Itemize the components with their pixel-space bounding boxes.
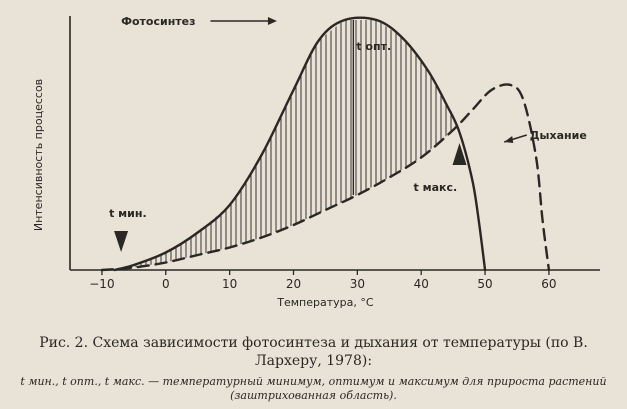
photosynthesis-arrowhead [267, 17, 277, 25]
x-tick-label: 20 [286, 277, 301, 291]
x-tick-label: −10 [89, 277, 114, 291]
respiration-arrowhead [504, 136, 514, 143]
respiration-label: Дыхание [530, 129, 587, 142]
x-tick-label: 40 [414, 277, 429, 291]
figure-caption-note: t мин., t опт., t макс. — температурный … [20, 375, 607, 402]
x-tick-label: 30 [350, 277, 365, 291]
t-max-label: t макс. [414, 181, 458, 194]
respiration-curve [100, 83, 551, 272]
hatched-area [121, 20, 460, 269]
photosynthesis-curve [113, 16, 487, 272]
t-max-arrow [452, 143, 467, 165]
t-min-label: t мин. [109, 207, 147, 220]
y-axis-title: Интенсивность процессов [32, 79, 45, 231]
t-min-arrow [114, 231, 129, 252]
chart: Интенсивность процессов Температура, °С −… [32, 15, 600, 309]
x-tick-label: 0 [162, 277, 170, 291]
x-axis-title: Температура, °С [276, 296, 374, 309]
x-tick-label: 10 [222, 277, 237, 291]
x-tick-label: 60 [541, 277, 556, 291]
photosynthesis-label: Фотосинтез [121, 15, 195, 28]
x-tick-label: 50 [477, 277, 492, 291]
figure-caption: Рис. 2. Схема зависимости фотосинтеза и … [39, 335, 588, 369]
t-opt-label: t опт. [356, 40, 391, 53]
